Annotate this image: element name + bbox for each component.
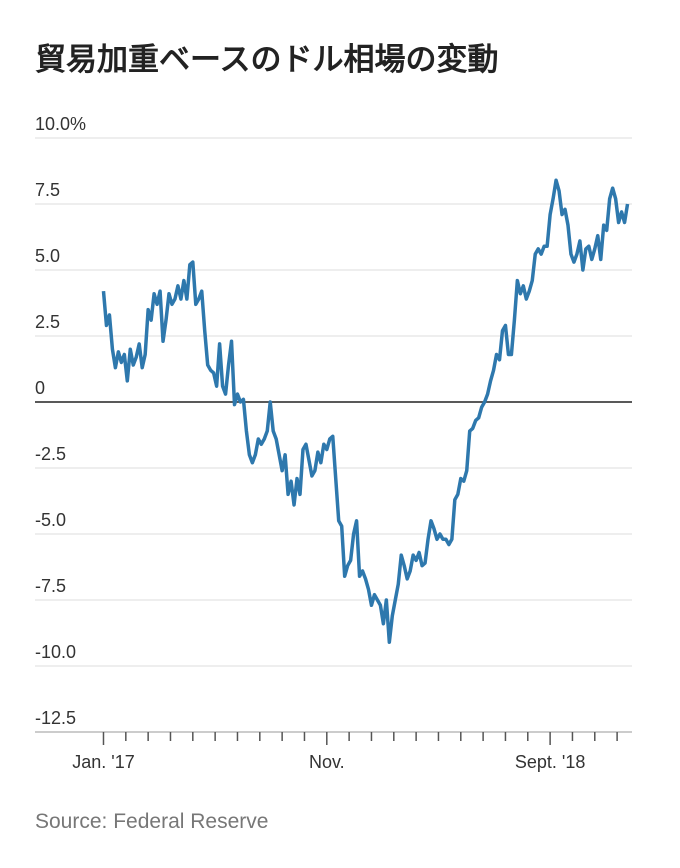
y-tick-label: -2.5 bbox=[35, 444, 66, 464]
y-tick-label: 2.5 bbox=[35, 312, 60, 332]
data-line bbox=[101, 178, 630, 644]
x-tick-label: Sept. '18 bbox=[515, 752, 586, 772]
x-tick-label: Nov. bbox=[309, 752, 345, 772]
y-tick-label: 10.0% bbox=[35, 114, 86, 134]
x-tick-label: Jan. '17 bbox=[72, 752, 134, 772]
y-tick-label: 0 bbox=[35, 378, 45, 398]
y-tick-label: -7.5 bbox=[35, 576, 66, 596]
y-tick-label: -5.0 bbox=[35, 510, 66, 530]
y-tick-label: 7.5 bbox=[35, 180, 60, 200]
y-tick-label: 5.0 bbox=[35, 246, 60, 266]
source: Source: Federal Reserve bbox=[35, 810, 268, 833]
chart-title: 貿易加重ベースのドル相場の変動 bbox=[35, 42, 498, 78]
y-tick-label: -12.5 bbox=[35, 708, 76, 728]
y-tick-label: -10.0 bbox=[35, 642, 76, 662]
